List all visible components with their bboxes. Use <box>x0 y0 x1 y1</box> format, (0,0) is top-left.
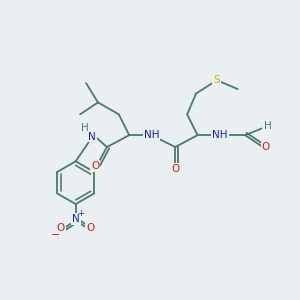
Text: NH: NH <box>144 130 159 140</box>
Text: O: O <box>262 142 270 152</box>
Text: O: O <box>171 164 179 174</box>
Text: O: O <box>86 223 95 233</box>
Text: NH: NH <box>212 130 228 140</box>
Text: O: O <box>91 161 99 171</box>
Text: H: H <box>263 121 271 131</box>
Text: H: H <box>81 123 89 133</box>
Text: S: S <box>214 75 220 85</box>
Text: O: O <box>57 223 65 233</box>
Text: N: N <box>72 214 80 224</box>
Text: +: + <box>78 209 85 218</box>
Text: N: N <box>88 132 96 142</box>
Text: −: − <box>51 230 61 240</box>
